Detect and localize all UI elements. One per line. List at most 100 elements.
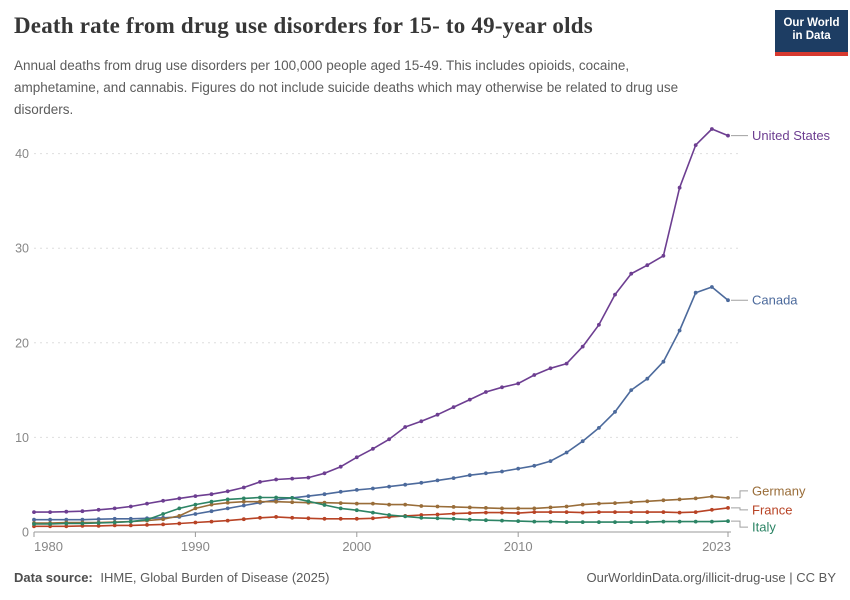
series-point-italy-2006[interactable] bbox=[451, 516, 456, 521]
series-point-germany-1995[interactable] bbox=[274, 499, 278, 504]
series-point-france-2000[interactable] bbox=[354, 516, 359, 521]
series-point-canada-1991[interactable] bbox=[209, 509, 214, 514]
series-point-italy-1996[interactable] bbox=[290, 496, 295, 500]
series-point-italy-1993[interactable] bbox=[241, 496, 246, 501]
series-point-italy-2000[interactable] bbox=[354, 508, 359, 513]
series-point-canada-2021[interactable] bbox=[693, 290, 698, 295]
series-point-france-2019[interactable] bbox=[661, 510, 666, 514]
series-point-germany-2022[interactable] bbox=[710, 494, 714, 499]
series-point-italy-1982[interactable] bbox=[64, 521, 69, 526]
series-point-france-1988[interactable] bbox=[161, 522, 166, 527]
series-line-italy[interactable] bbox=[33, 496, 729, 525]
series-point-italy-1985[interactable] bbox=[112, 520, 117, 525]
series-end-label-italy[interactable]: Italy bbox=[752, 520, 776, 535]
series-point-canada-1992[interactable] bbox=[225, 506, 230, 511]
series-point-france-2009[interactable] bbox=[500, 510, 504, 515]
series-point-canada-1985[interactable] bbox=[112, 516, 117, 521]
series-point-canada-1980[interactable] bbox=[32, 517, 36, 522]
series-point-germany-2003[interactable] bbox=[403, 502, 408, 507]
series-point-canada-2010[interactable] bbox=[516, 466, 521, 471]
series-point-germany-1996[interactable] bbox=[290, 500, 295, 505]
series-point-italy-2007[interactable] bbox=[467, 517, 472, 522]
series-point-germany-1993[interactable] bbox=[241, 499, 246, 504]
series-point-france-1984[interactable] bbox=[96, 524, 101, 528]
series-point-canada-2017[interactable] bbox=[629, 388, 634, 392]
series-point-united-states-2018[interactable] bbox=[645, 263, 650, 268]
series-point-germany-2014[interactable] bbox=[580, 502, 585, 507]
series-point-canada-2005[interactable] bbox=[435, 478, 440, 483]
series-line-france[interactable] bbox=[33, 507, 729, 528]
series-point-italy-1991[interactable] bbox=[209, 499, 214, 504]
series-point-united-states-2002[interactable] bbox=[387, 437, 391, 442]
series-point-germany-2010[interactable] bbox=[516, 506, 521, 511]
series-point-germany-2007[interactable] bbox=[467, 505, 472, 510]
series-point-united-states-1981[interactable] bbox=[48, 510, 52, 514]
series-point-canada-1981[interactable] bbox=[48, 517, 52, 522]
series-point-united-states-1992[interactable] bbox=[225, 489, 230, 494]
series-point-germany-2013[interactable] bbox=[564, 504, 569, 509]
series-point-france-2016[interactable] bbox=[613, 510, 617, 514]
series-point-italy-2022[interactable] bbox=[710, 519, 714, 524]
series-point-germany-1992[interactable] bbox=[225, 500, 230, 505]
series-point-united-states-1982[interactable] bbox=[64, 509, 69, 514]
series-point-germany-1994[interactable] bbox=[258, 499, 262, 504]
series-point-united-states-1989[interactable] bbox=[177, 496, 182, 501]
series-point-united-states-2016[interactable] bbox=[613, 292, 617, 297]
series-point-germany-2009[interactable] bbox=[500, 506, 504, 511]
series-point-france-1999[interactable] bbox=[338, 516, 343, 521]
series-point-germany-1990[interactable] bbox=[193, 506, 198, 511]
series-point-canada-1982[interactable] bbox=[64, 517, 69, 522]
series-point-italy-1980[interactable] bbox=[32, 522, 36, 526]
series-point-canada-1990[interactable] bbox=[193, 512, 198, 516]
series-point-italy-1994[interactable] bbox=[258, 495, 262, 500]
series-point-united-states-1991[interactable] bbox=[209, 492, 214, 497]
series-point-united-states-1996[interactable] bbox=[290, 476, 295, 481]
series-point-france-2018[interactable] bbox=[645, 510, 650, 514]
series-point-united-states-1990[interactable] bbox=[193, 494, 198, 498]
series-point-italy-2002[interactable] bbox=[387, 513, 391, 517]
series-point-france-2013[interactable] bbox=[564, 510, 569, 514]
series-point-germany-2002[interactable] bbox=[387, 502, 391, 507]
series-point-france-1998[interactable] bbox=[322, 516, 327, 521]
series-point-france-2005[interactable] bbox=[435, 512, 440, 517]
series-point-united-states-2012[interactable] bbox=[548, 366, 553, 371]
series-point-canada-2014[interactable] bbox=[580, 439, 585, 444]
series-point-united-states-1985[interactable] bbox=[112, 506, 117, 511]
series-point-canada-2008[interactable] bbox=[484, 471, 488, 476]
series-point-germany-2016[interactable] bbox=[613, 501, 617, 505]
series-point-italy-2019[interactable] bbox=[661, 519, 666, 524]
series-point-united-states-1997[interactable] bbox=[306, 475, 311, 480]
series-point-france-1985[interactable] bbox=[112, 523, 117, 528]
series-point-canada-2000[interactable] bbox=[354, 488, 359, 492]
series-point-united-states-2014[interactable] bbox=[580, 344, 585, 349]
series-point-france-1996[interactable] bbox=[290, 515, 295, 520]
series-point-germany-2004[interactable] bbox=[419, 504, 424, 508]
series-point-united-states-2001[interactable] bbox=[371, 446, 375, 451]
series-point-united-states-1986[interactable] bbox=[128, 504, 133, 509]
series-point-france-2011[interactable] bbox=[532, 510, 537, 514]
series-point-united-states-2000[interactable] bbox=[354, 455, 359, 460]
series-point-france-2014[interactable] bbox=[580, 510, 585, 515]
series-point-italy-2020[interactable] bbox=[677, 519, 682, 524]
series-point-canada-2006[interactable] bbox=[451, 476, 456, 480]
series-point-canada-2003[interactable] bbox=[403, 482, 408, 487]
series-point-france-2004[interactable] bbox=[419, 513, 424, 517]
series-point-france-1987[interactable] bbox=[145, 523, 149, 527]
series-point-italy-2003[interactable] bbox=[403, 514, 408, 519]
series-point-canada-2007[interactable] bbox=[467, 473, 472, 478]
series-point-canada-2016[interactable] bbox=[613, 410, 617, 414]
series-point-germany-2021[interactable] bbox=[693, 496, 698, 501]
series-point-united-states-2008[interactable] bbox=[484, 390, 488, 394]
series-point-italy-2017[interactable] bbox=[629, 520, 634, 524]
credit-link[interactable]: OurWorldinData.org/illicit-drug-use | CC… bbox=[586, 570, 837, 585]
series-point-germany-2006[interactable] bbox=[451, 505, 456, 509]
series-point-united-states-2006[interactable] bbox=[451, 405, 456, 409]
series-point-canada-1993[interactable] bbox=[241, 503, 246, 508]
series-point-canada-1984[interactable] bbox=[96, 517, 101, 522]
series-point-france-2023[interactable] bbox=[726, 506, 730, 510]
series-point-united-states-1994[interactable] bbox=[258, 480, 262, 484]
series-point-italy-2013[interactable] bbox=[564, 520, 569, 524]
series-point-france-1997[interactable] bbox=[306, 516, 311, 521]
series-point-united-states-2020[interactable] bbox=[677, 185, 682, 190]
series-point-france-2022[interactable] bbox=[710, 507, 714, 512]
